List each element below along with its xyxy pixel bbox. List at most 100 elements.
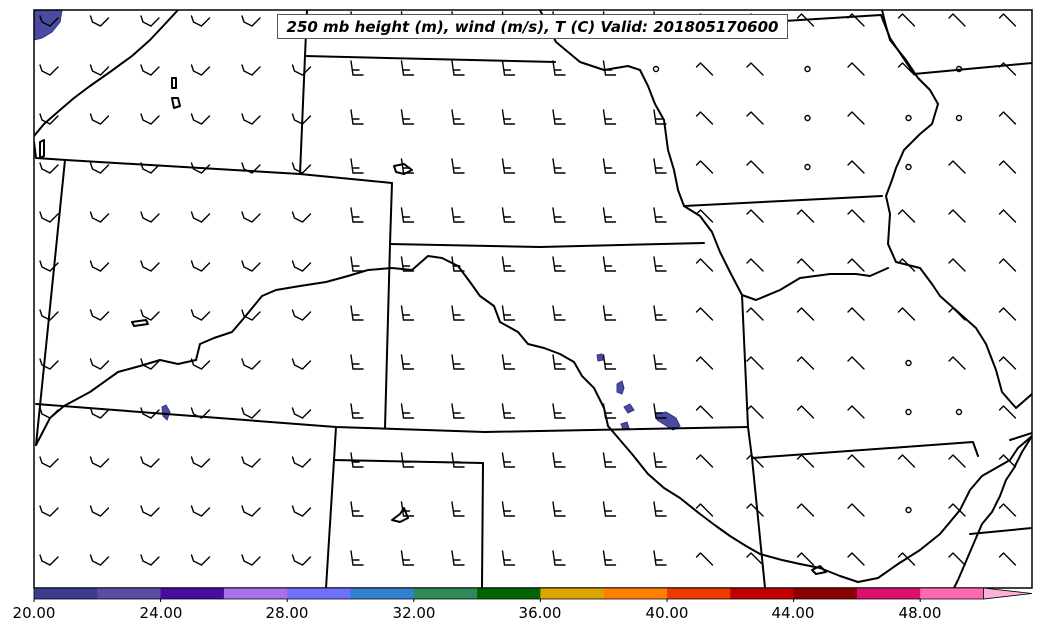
wind-barb <box>241 505 261 517</box>
wind-barb <box>998 454 1017 468</box>
wind-barb <box>190 113 211 125</box>
wind-barb <box>140 211 160 223</box>
colorbar-segment <box>920 588 984 599</box>
state-border <box>683 195 883 207</box>
wind-barb <box>897 13 916 27</box>
wind-barb <box>998 209 1017 223</box>
calm-wind-circle <box>905 408 912 416</box>
colorbar-tick-label: 28.00 <box>265 604 309 622</box>
wind-barb <box>400 501 415 517</box>
wind-barb <box>746 307 764 321</box>
wind-barb <box>552 305 566 321</box>
wind-barb <box>39 211 59 223</box>
wind-barb <box>796 405 815 419</box>
wind-barb <box>695 552 714 566</box>
wind-barb <box>350 60 364 76</box>
colorbar-segment <box>223 588 288 599</box>
colorbar-tick-label: 24.00 <box>139 604 183 622</box>
wind-barb <box>89 260 110 272</box>
wind-barb <box>400 207 415 223</box>
river-line <box>35 255 609 446</box>
wind-barb <box>602 60 617 76</box>
wind-barb <box>998 62 1017 76</box>
wind-barb <box>89 64 110 76</box>
wind-barb <box>451 501 465 517</box>
river-line <box>539 10 685 207</box>
wind-barb <box>140 64 160 76</box>
temperature-blob <box>596 353 604 362</box>
wind-barb <box>400 158 415 174</box>
wind-barb <box>291 358 312 370</box>
colorbar-segment <box>856 588 921 599</box>
wind-barb <box>948 503 966 517</box>
wind-barb <box>350 501 364 517</box>
wind-barb <box>653 452 667 468</box>
temperature-blob <box>620 421 630 430</box>
wind-barb <box>552 256 566 272</box>
wind-barb <box>602 158 617 174</box>
wind-barb <box>140 358 160 370</box>
lake-outline <box>811 565 827 575</box>
wind-barb <box>796 454 815 468</box>
wind-barb <box>602 452 617 468</box>
wind-barb <box>241 15 261 27</box>
river-line <box>34 10 179 137</box>
wind-barb <box>948 258 966 272</box>
colorbar-extend-arrow <box>983 587 1033 600</box>
wind-barb <box>400 305 415 321</box>
wind-barb <box>948 13 966 27</box>
calm-wind-circle <box>905 506 912 514</box>
wind-barb <box>190 456 211 468</box>
state-boundaries <box>34 10 1032 588</box>
wind-barb <box>451 550 465 566</box>
wind-barb <box>89 15 110 27</box>
wind-barb <box>241 211 261 223</box>
wind-barb <box>39 15 59 27</box>
wind-barb <box>695 307 714 321</box>
wind-barb <box>241 456 261 468</box>
wind-barb <box>190 211 211 223</box>
wind-barb <box>796 503 815 517</box>
wind-barb <box>501 256 516 272</box>
wind-barb <box>552 501 566 517</box>
wind-barb <box>350 550 364 566</box>
wind-barb <box>847 405 865 419</box>
wind-barb <box>998 503 1017 517</box>
wind-barb <box>241 358 261 370</box>
state-border <box>34 141 301 175</box>
wind-barb <box>602 207 617 223</box>
lake-outline <box>171 77 177 89</box>
wind-barb <box>796 356 815 370</box>
calm-wind-circle <box>955 408 963 416</box>
wind-barb <box>695 209 714 223</box>
wind-barb <box>552 403 566 419</box>
colorbar-segment <box>350 588 415 599</box>
wind-barb <box>746 356 764 370</box>
wind-barb <box>190 15 211 27</box>
wind-barb <box>241 309 261 321</box>
wind-barb <box>190 309 211 321</box>
wind-barb <box>190 162 211 174</box>
wind-barb <box>897 454 916 468</box>
temperature-blob <box>161 404 171 421</box>
colorbar-tick-label: 48.00 <box>898 604 942 622</box>
colorbar-tick-label: 40.00 <box>645 604 689 622</box>
river-line <box>881 10 1032 409</box>
lake-outline <box>39 139 45 159</box>
wind-barb <box>241 113 261 125</box>
wind-barbs <box>39 11 1017 566</box>
wind-barb <box>140 456 160 468</box>
wind-barb <box>653 354 667 370</box>
wind-barb <box>451 452 465 468</box>
wind-barb <box>451 158 465 174</box>
wind-barb <box>998 160 1017 174</box>
state-border <box>35 403 749 433</box>
wind-barb <box>998 111 1017 125</box>
lake-outline <box>171 97 181 109</box>
wind-barb <box>350 452 364 468</box>
wind-barb <box>653 256 667 272</box>
wind-barb <box>746 503 764 517</box>
state-border <box>299 173 393 184</box>
colorbar-segment <box>667 588 731 599</box>
